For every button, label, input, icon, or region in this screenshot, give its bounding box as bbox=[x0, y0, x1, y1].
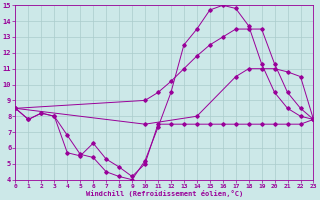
X-axis label: Windchill (Refroidissement éolien,°C): Windchill (Refroidissement éolien,°C) bbox=[86, 190, 243, 197]
